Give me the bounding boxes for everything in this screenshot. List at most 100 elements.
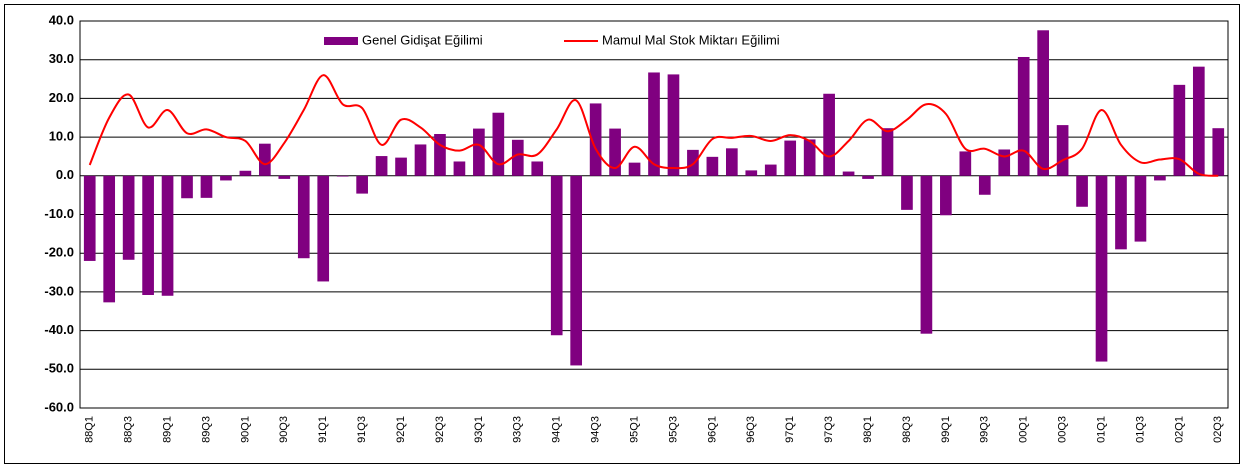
bar bbox=[570, 175, 583, 366]
bar bbox=[784, 140, 797, 176]
bar bbox=[1037, 30, 1049, 176]
bar bbox=[161, 175, 174, 296]
x-tick-label: 95Q3 bbox=[667, 416, 679, 443]
bar bbox=[706, 156, 719, 176]
x-tick-label: 02Q3 bbox=[1212, 416, 1224, 443]
bar bbox=[297, 175, 310, 259]
x-tick-label: 99Q1 bbox=[940, 416, 952, 443]
x-tick-label: 02Q1 bbox=[1173, 416, 1185, 443]
bar bbox=[628, 162, 641, 176]
bar bbox=[83, 175, 96, 261]
y-tick-label: -30.0 bbox=[44, 283, 74, 298]
y-tick-label: -50.0 bbox=[44, 361, 74, 376]
x-tick-label: 94Q1 bbox=[551, 416, 563, 443]
x-tick-label: 96Q3 bbox=[745, 416, 757, 443]
bar bbox=[414, 144, 427, 176]
y-tick-label: 30.0 bbox=[49, 51, 74, 66]
bar bbox=[901, 175, 913, 210]
x-tick-label: 00Q1 bbox=[1018, 416, 1030, 443]
x-tick-label: 88Q3 bbox=[123, 416, 135, 443]
x-tick-label: 92Q3 bbox=[434, 416, 446, 443]
bar bbox=[181, 175, 193, 199]
x-tick-label: 98Q3 bbox=[901, 416, 913, 443]
bar bbox=[278, 175, 291, 179]
bar bbox=[336, 175, 349, 177]
bar bbox=[239, 170, 252, 176]
bar bbox=[200, 175, 213, 198]
bar bbox=[745, 170, 758, 176]
bar bbox=[103, 175, 116, 303]
y-tick-label: -60.0 bbox=[44, 399, 74, 414]
x-tick-label: 91Q3 bbox=[356, 416, 368, 443]
y-tick-label: 0.0 bbox=[56, 167, 74, 182]
bar bbox=[356, 175, 368, 194]
y-tick-label: 40.0 bbox=[49, 12, 74, 27]
x-tick-label: 93Q3 bbox=[512, 416, 524, 443]
x-tick-label: 88Q1 bbox=[84, 416, 96, 443]
bar bbox=[998, 149, 1011, 176]
bar bbox=[317, 175, 330, 282]
y-tick-label: 20.0 bbox=[49, 90, 74, 105]
bar bbox=[667, 74, 680, 176]
y-tick-label: -20.0 bbox=[44, 245, 74, 260]
bar bbox=[862, 175, 874, 179]
x-tick-label: 00Q3 bbox=[1057, 416, 1069, 443]
bar bbox=[609, 128, 621, 176]
bar bbox=[881, 128, 894, 176]
x-tick-label: 94Q3 bbox=[590, 416, 602, 443]
x-tick-label: 97Q3 bbox=[823, 416, 835, 443]
y-tick-label: -40.0 bbox=[44, 322, 74, 337]
bar bbox=[648, 72, 660, 176]
legend-swatch bbox=[324, 37, 358, 45]
bar bbox=[1056, 125, 1069, 176]
bar bbox=[687, 149, 699, 176]
x-tick-label: 92Q1 bbox=[395, 416, 407, 443]
x-tick-label: 91Q1 bbox=[317, 416, 329, 443]
bar bbox=[1076, 175, 1088, 207]
bar bbox=[142, 175, 154, 295]
x-tick-label: 95Q1 bbox=[628, 416, 640, 443]
x-tick-label: 99Q3 bbox=[979, 416, 991, 443]
bar bbox=[511, 139, 524, 176]
plot-frame bbox=[79, 20, 1229, 409]
x-tick-label: 96Q1 bbox=[706, 416, 718, 443]
bar bbox=[959, 151, 972, 176]
bar bbox=[492, 112, 505, 176]
x-tick-label: 98Q1 bbox=[862, 416, 874, 443]
bar bbox=[940, 175, 952, 216]
bar bbox=[1192, 66, 1205, 176]
bar bbox=[823, 93, 835, 176]
chart-border bbox=[4, 4, 1240, 464]
legend-label: Genel Gidişat Eğilimi bbox=[362, 32, 483, 47]
x-tick-label: 01Q1 bbox=[1095, 416, 1107, 443]
bar bbox=[803, 139, 816, 176]
line bbox=[88, 74, 1219, 177]
y-tick-label: 10.0 bbox=[49, 129, 74, 144]
bar bbox=[473, 128, 485, 176]
x-tick-label: 89Q3 bbox=[200, 416, 212, 443]
x-tick-label: 01Q3 bbox=[1134, 416, 1146, 443]
bar bbox=[1115, 175, 1127, 250]
bar bbox=[1134, 175, 1147, 242]
bar bbox=[434, 134, 446, 176]
bar bbox=[531, 161, 544, 176]
x-tick-label: 90Q3 bbox=[278, 416, 290, 443]
legend-label: Mamul Mal Stok Miktarı Eğilimi bbox=[602, 32, 780, 47]
bar bbox=[842, 171, 855, 176]
bar bbox=[1095, 175, 1108, 362]
bar bbox=[453, 161, 466, 176]
x-tick-label: 89Q1 bbox=[161, 416, 173, 443]
bar bbox=[1017, 56, 1030, 176]
bar bbox=[764, 164, 777, 176]
bar bbox=[920, 175, 933, 334]
bar bbox=[1154, 175, 1166, 181]
bar bbox=[589, 103, 602, 176]
bar bbox=[550, 175, 563, 336]
bar bbox=[978, 175, 991, 195]
x-tick-label: 90Q1 bbox=[239, 416, 251, 443]
bar bbox=[725, 148, 738, 176]
x-tick-label: 97Q1 bbox=[784, 416, 796, 443]
x-tick-label: 93Q1 bbox=[473, 416, 485, 443]
bar bbox=[220, 175, 232, 181]
